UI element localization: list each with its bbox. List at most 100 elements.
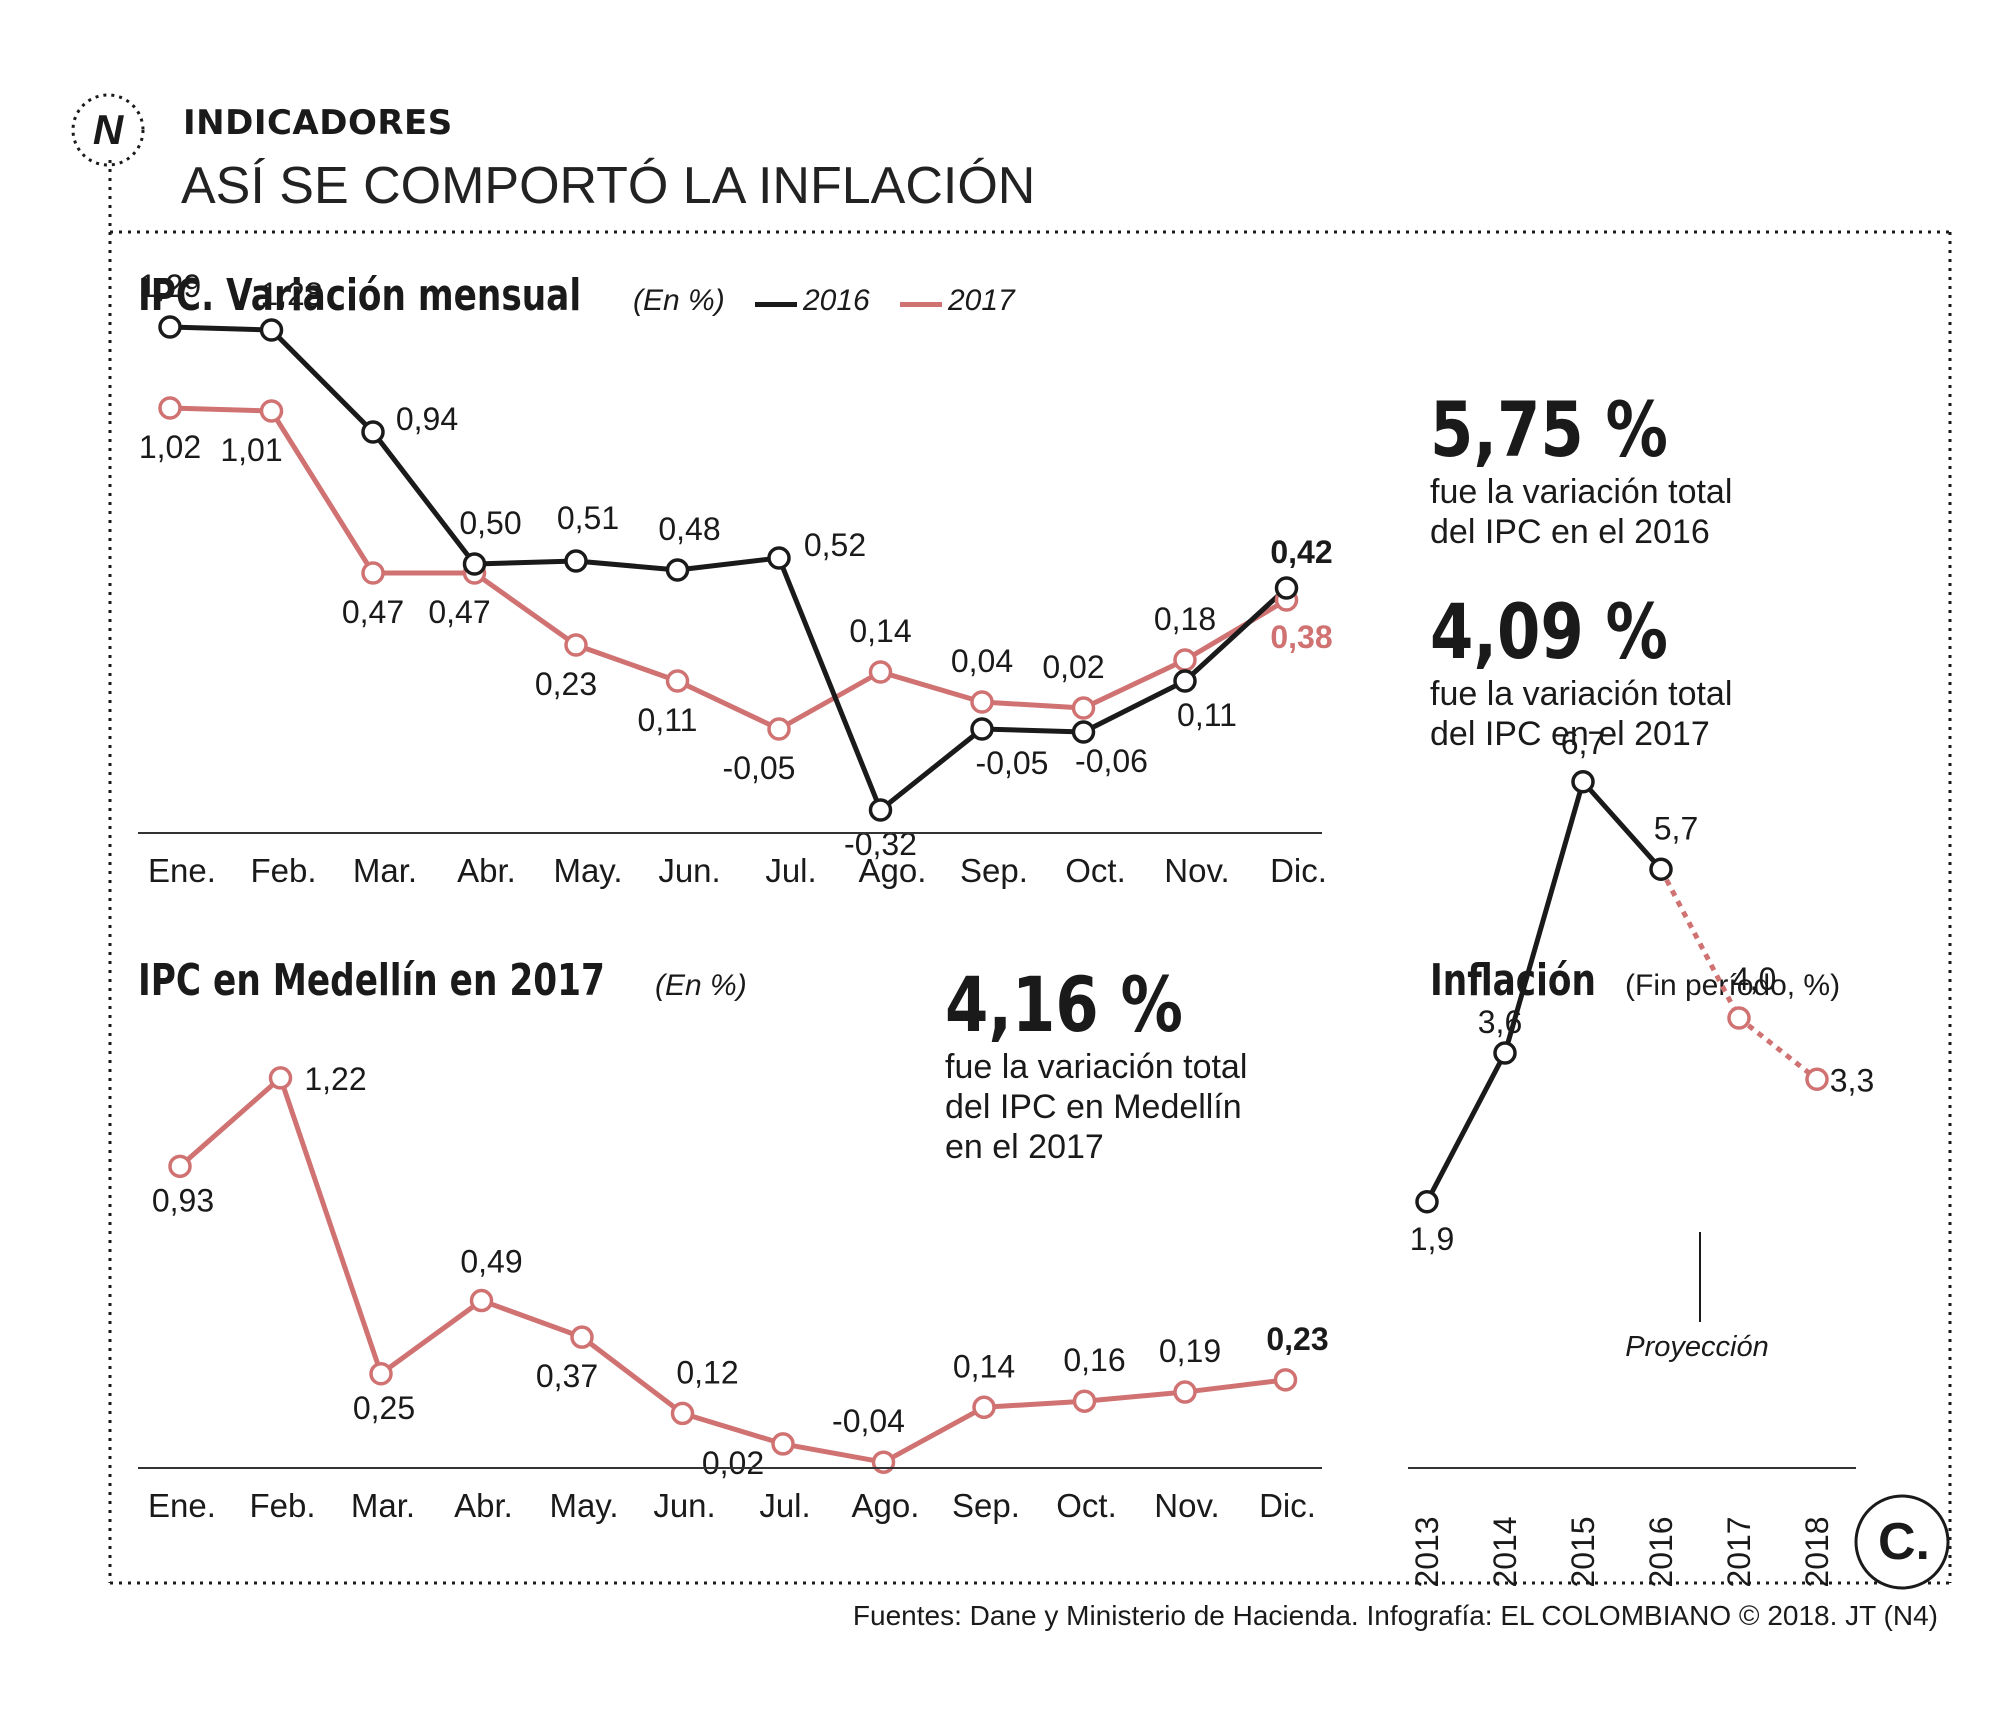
stat-2017-value: 4,09 % (1430, 587, 1668, 676)
point-medellin-4 (570, 1325, 594, 1349)
logo-text: C. (1878, 1513, 1930, 1571)
label-medellin-9: 0,16 (1063, 1342, 1125, 1378)
point-2017-10 (1173, 648, 1197, 672)
chart2-month-11: Dic. (1259, 1487, 1316, 1524)
point-medellin-9 (1072, 1389, 1097, 1413)
point-inflation-5 (1805, 1067, 1829, 1091)
stat-medellin-desc-1: fue la variación total (945, 1048, 1248, 1086)
label-2016-0: 1,29 (139, 268, 201, 304)
point-inflation-3 (1649, 857, 1673, 881)
line-medellin (178, 1075, 1286, 1465)
chart3-year-5: 2018 (1799, 1516, 1835, 1587)
chart1-month-2: Mar. (353, 852, 417, 889)
label-inflation-3: 5,7 (1654, 810, 1698, 846)
point-2017-2 (361, 561, 385, 585)
point-2017-1 (259, 399, 284, 423)
section-label: INDICADORES (183, 103, 453, 143)
chart2-month-7: Ago. (852, 1487, 920, 1524)
point-2017-6 (767, 717, 791, 741)
stat-medellin: 4,16 % fue la variación total del IPC en… (945, 960, 1365, 1167)
label-inflation-1: 3,6 (1478, 1004, 1522, 1040)
point-medellin-6 (771, 1432, 795, 1456)
point-2016-1 (259, 318, 284, 342)
stat-2017-desc-2: del IPC en el 2017 (1430, 715, 1710, 753)
line-2016 (169, 324, 1289, 813)
label-2017-2: 0,47 (342, 594, 404, 630)
chart2-month-10: Nov. (1154, 1487, 1219, 1524)
point-medellin-3 (469, 1288, 494, 1313)
point-2016-6 (767, 546, 791, 570)
chart2-month-9: Oct. (1056, 1487, 1117, 1524)
point-2017-5 (665, 669, 690, 693)
legend-swatch-2017 (900, 302, 942, 307)
chart1-month-5: Jun. (658, 852, 720, 889)
chart3-year-2: 2015 (1565, 1516, 1601, 1587)
label-2016-6: 0,52 (804, 527, 866, 563)
chart1-month-1: Feb. (250, 852, 316, 889)
stat-medellin-value: 4,16 % (945, 960, 1183, 1049)
label-medellin-3: 0,49 (460, 1244, 522, 1280)
chart3-year-1: 2014 (1487, 1516, 1523, 1587)
chart3-year-4: 2017 (1721, 1516, 1757, 1587)
label-2017-7: 0,14 (849, 613, 911, 649)
stat-2016: 5,75 % fue la variación total del IPC en… (1430, 385, 1930, 552)
chart3-unit: (Fin período, %) (1625, 969, 1841, 1002)
label-2017-8: 0,04 (951, 643, 1013, 679)
point-inflation-2 (1571, 770, 1595, 794)
label-2016-5: 0,48 (658, 511, 720, 547)
point-inflation-4 (1727, 1006, 1751, 1030)
chart1-unit: (En %) (633, 284, 725, 317)
point-medellin-0 (168, 1154, 192, 1179)
chart2-month-3: Abr. (454, 1487, 513, 1524)
label-medellin-5: 0,12 (676, 1354, 738, 1390)
chart3-title: Inflación (1430, 955, 1596, 1006)
legend-label-2017: 2017 (948, 284, 1015, 317)
label-2016-8: -0,05 (976, 745, 1049, 781)
point-2016-2 (361, 420, 385, 444)
point-2016-7 (868, 798, 893, 822)
legend-swatch-2016 (755, 302, 797, 307)
point-2016-5 (665, 558, 690, 582)
label-2016-1: 1,28 (260, 276, 322, 312)
point-inflation-1 (1493, 1041, 1517, 1065)
point-2016-8 (970, 717, 994, 741)
label-2017-10: 0,18 (1154, 601, 1216, 637)
label-medellin-1: 1,22 (304, 1061, 366, 1097)
point-medellin-8 (972, 1395, 996, 1420)
point-2016-11 (1274, 576, 1299, 600)
chart1-month-6: Jul. (765, 852, 816, 889)
point-2017-0 (158, 396, 182, 420)
stat-2016-desc-1: fue la variación total (1430, 473, 1733, 511)
label-medellin-6: 0,02 (702, 1445, 764, 1481)
chart2-title: IPC en Medellín en 2017 (138, 955, 605, 1006)
label-inflation-2: 6,7 (1561, 725, 1605, 761)
point-2016-3 (462, 552, 487, 576)
stat-2017: 4,09 % fue la variación total del IPC en… (1430, 587, 1930, 754)
label-2016-4: 0,51 (557, 500, 619, 536)
label-inflation-4: 4,0 (1732, 961, 1776, 997)
chart2-header: IPC en Medellín en 2017 (En %) (138, 955, 1038, 1015)
page-title: ASÍ SE COMPORTÓ LA INFLACIÓN (181, 157, 1036, 215)
point-2017-4 (564, 633, 588, 657)
chart2-month-2: Mar. (351, 1487, 415, 1524)
chart1-legend: 2016 2017 (755, 284, 1055, 324)
chart1-header: IPC. Variación mensual (En %) (138, 270, 1138, 330)
chart3-year-0: 2013 (1409, 1516, 1445, 1587)
label-2017-0: 1,02 (139, 429, 201, 465)
stat-medellin-desc-3: en el 2017 (945, 1128, 1104, 1166)
stat-2017-desc-1: fue la variación total (1430, 675, 1733, 713)
point-medellin-10 (1173, 1380, 1197, 1404)
label-medellin-4: 0,37 (536, 1358, 598, 1394)
label-2016-9: -0,06 (1075, 743, 1148, 779)
label-medellin-7: -0,04 (832, 1403, 905, 1439)
stat-medellin-desc-2: del IPC en Medellín (945, 1088, 1242, 1126)
chart1-month-10: Nov. (1164, 852, 1229, 889)
chart1-month-9: Oct. (1065, 852, 1126, 889)
label-2017-9: 0,02 (1042, 649, 1104, 685)
label-medellin-8: 0,14 (953, 1348, 1015, 1384)
n-logo-icon: N (71, 93, 145, 167)
point-medellin-7 (871, 1450, 896, 1474)
label-2017-4: 0,23 (535, 666, 597, 702)
